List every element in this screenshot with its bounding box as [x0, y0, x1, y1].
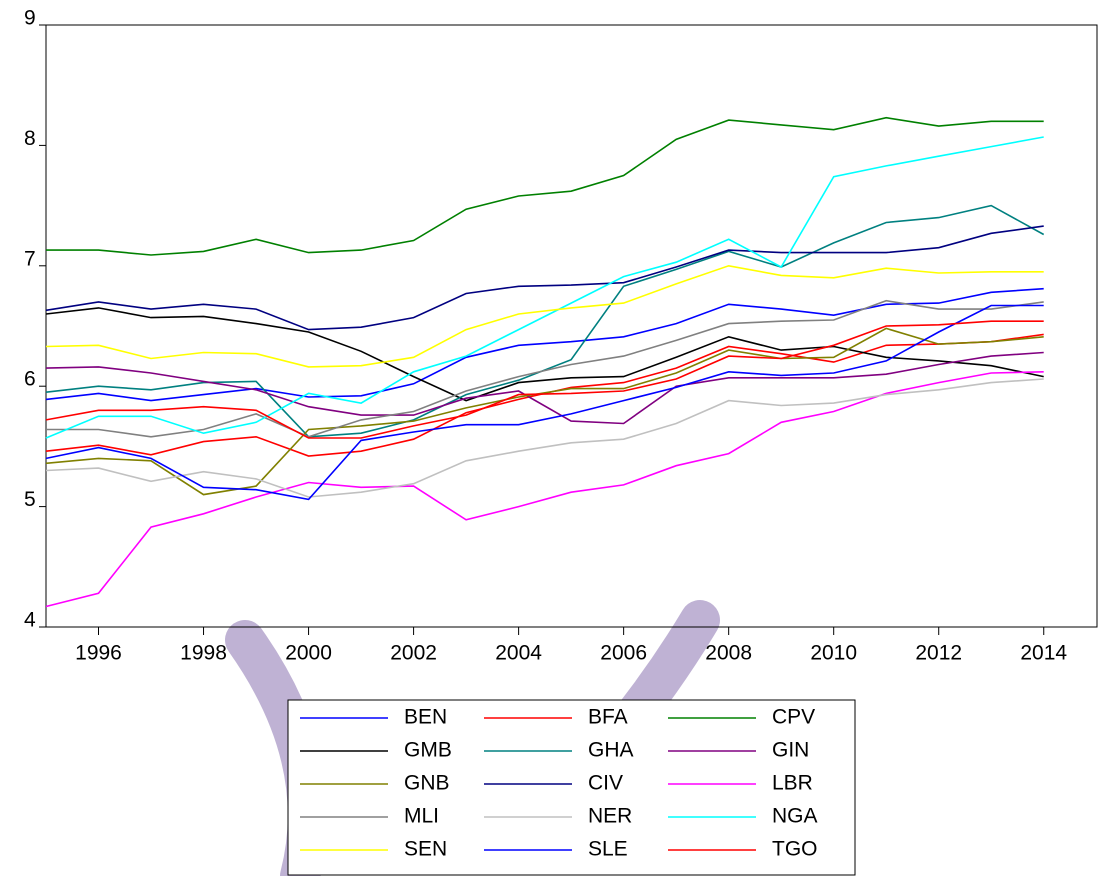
legend-label: SLE: [588, 838, 628, 861]
series-line: [45, 204, 1045, 438]
legend-label: BEN: [404, 706, 447, 729]
legend-label: GMB: [404, 739, 452, 762]
legend-label: GHA: [588, 739, 634, 762]
y-tick-label: 8: [24, 127, 36, 150]
legend-label: NER: [588, 805, 632, 828]
y-tick-label: 9: [24, 7, 36, 30]
series-line: [45, 307, 1044, 402]
y-tick-label: 6: [24, 368, 36, 391]
x-tick-label: 2002: [390, 642, 437, 665]
series-line: [45, 378, 1044, 498]
legend-label: SEN: [404, 838, 447, 861]
legend-label: CIV: [588, 772, 623, 795]
plot-frame: [45, 24, 1098, 628]
series-line: [46, 116, 1044, 256]
series-line: [45, 136, 1044, 439]
legend-label: LBR: [772, 772, 813, 795]
legend-label: GIN: [772, 739, 809, 762]
series-line: [45, 320, 1044, 439]
series-line: [45, 287, 1044, 402]
legend-label: MLI: [404, 805, 439, 828]
series-line: [45, 264, 1044, 368]
legend-label: GNB: [404, 772, 450, 795]
x-tick-label: 2004: [495, 642, 542, 665]
series-line: [45, 304, 1044, 501]
legend-label: BFA: [588, 706, 628, 729]
series-line: [45, 225, 1044, 331]
x-tick-label: 1998: [180, 642, 227, 665]
x-tick-label: 2000: [285, 642, 332, 665]
legend-label: TGO: [772, 838, 818, 861]
x-tick-label: 2010: [810, 642, 857, 665]
series-line: [45, 327, 1044, 496]
x-tick-label: 1996: [75, 642, 122, 665]
y-tick-label: 4: [24, 609, 36, 632]
x-tick-label: 2012: [915, 642, 962, 665]
x-tick-label: 2006: [600, 642, 647, 665]
y-tick-label: 5: [24, 488, 36, 511]
legend-box: [287, 699, 856, 876]
x-tick-label: 2008: [705, 642, 752, 665]
y-tick-label: 7: [24, 247, 36, 270]
series-line: [46, 299, 1044, 438]
x-tick-label: 2014: [1020, 642, 1067, 665]
legend-label: NGA: [772, 805, 818, 828]
series-line: [45, 351, 1044, 425]
legend-label: CPV: [772, 706, 815, 729]
